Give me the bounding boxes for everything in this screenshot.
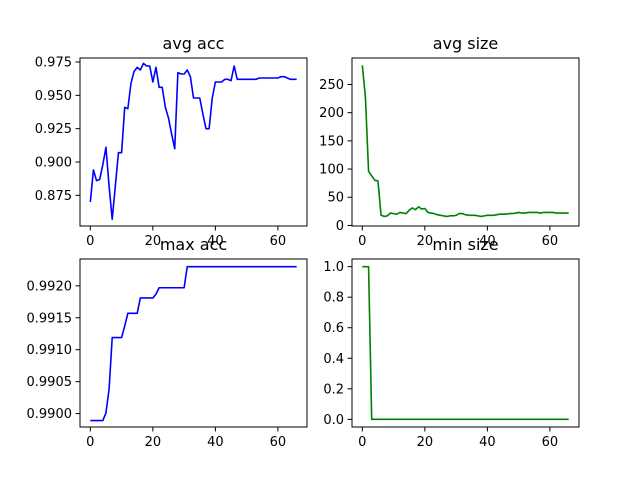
avg-acc-y-tick-label: 0.950	[35, 89, 72, 104]
max-acc-y-tick-label: 0.9915	[27, 311, 73, 326]
avg-acc-y-tick-label: 0.875	[35, 189, 72, 204]
avg-acc-title: avg acc	[163, 34, 225, 53]
min-size-y-tick-label: 0.0	[323, 413, 344, 428]
min-size-x-tick-label: 0	[358, 435, 366, 450]
min-size-title: min size	[432, 235, 498, 254]
min-size-series-line	[362, 265, 569, 421]
avg-size-series-line	[361, 65, 569, 218]
avg-acc-series-line	[89, 62, 297, 221]
min-size-axes-frame	[351, 258, 580, 428]
max-acc-title: max acc	[160, 235, 227, 254]
max-acc-x-tick-label: 60	[270, 435, 287, 450]
avg-acc-x-tick-label: 20	[145, 234, 162, 249]
avg-size-x-tick-label: 0	[358, 234, 366, 249]
avg-acc-x-tick-label: 0	[86, 234, 94, 249]
min-size-y-tick-label: 0.4	[323, 352, 344, 367]
avg-size-y-tick-label: 0	[336, 219, 344, 234]
min-size-chart: 0 20 40 60 0.0 0.2 0.4 0.6 0.8 1.0 min size	[323, 235, 580, 450]
avg-size-axes-frame	[351, 57, 580, 227]
avg-acc-axes-frame	[79, 57, 308, 227]
avg-size-x-tick-label: 20	[417, 234, 434, 249]
min-size-y-tick-label: 0.6	[323, 321, 344, 336]
avg-size-x-tick-label: 40	[479, 234, 496, 249]
avg-acc-y-tick-label: 0.925	[35, 122, 72, 137]
avg-size-x-tick-label: 60	[542, 234, 559, 249]
max-acc-y-tick-label: 0.9920	[27, 279, 73, 294]
avg-size-y-tick-label: 100	[319, 163, 344, 178]
max-acc-chart: 0 20 40 60 0.9900 0.9905 0.9910 0.9915 0.9920 max…	[27, 235, 308, 450]
max-acc-y-tick-label: 0.9905	[27, 375, 73, 390]
max-acc-y-tick-label: 0.9900	[27, 407, 73, 422]
avg-acc-x-tick-label: 60	[270, 234, 287, 249]
min-size-y-tick-label: 1.0	[323, 260, 344, 275]
avg-size-y-tick-label: 200	[319, 106, 344, 121]
max-acc-x-tick-label: 40	[207, 435, 224, 450]
avg-acc-y-tick-label: 0.900	[35, 156, 72, 171]
min-size-y-tick-label: 0.8	[323, 291, 344, 306]
max-acc-x-tick-label: 20	[145, 435, 162, 450]
avg-size-y-tick-label: 50	[327, 191, 344, 206]
avg-size-title: avg size	[433, 34, 499, 53]
avg-size-chart: 0 20 40 60 0 50 100 150 200 250 avg size	[319, 34, 580, 249]
min-size-x-tick-label: 40	[479, 435, 496, 450]
avg-size-y-tick-label: 250	[319, 78, 344, 93]
min-size-x-tick-label: 60	[542, 435, 559, 450]
avg-size-y-tick-label: 150	[319, 134, 344, 149]
max-acc-x-tick-label: 0	[86, 435, 94, 450]
max-acc-y-tick-label: 0.9910	[27, 343, 73, 358]
avg-acc-y-tick-label: 0.975	[35, 56, 72, 71]
min-size-y-tick-label: 0.2	[323, 382, 344, 397]
avg-acc-chart: 0 20 40 60 0.875 0.900 0.925 0.950 0.975 avg acc	[35, 34, 308, 249]
avg-acc-x-tick-label: 40	[207, 234, 224, 249]
max-acc-axes-frame	[79, 258, 308, 428]
min-size-x-tick-label: 20	[417, 435, 434, 450]
max-acc-series-line	[90, 265, 297, 422]
